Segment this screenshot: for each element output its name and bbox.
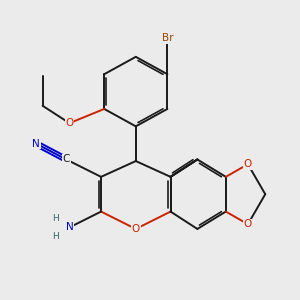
Text: O: O xyxy=(244,219,252,229)
Text: C: C xyxy=(63,154,70,164)
Text: O: O xyxy=(244,159,252,169)
Text: N: N xyxy=(66,222,73,233)
Text: N: N xyxy=(32,139,40,149)
Text: H: H xyxy=(52,214,59,223)
Text: Br: Br xyxy=(162,33,173,43)
Text: O: O xyxy=(65,118,74,128)
Text: O: O xyxy=(132,224,140,234)
Text: H: H xyxy=(52,232,59,241)
